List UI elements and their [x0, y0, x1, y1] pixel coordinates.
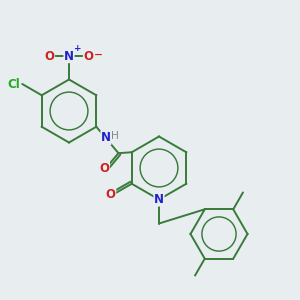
Text: O: O — [44, 50, 55, 63]
Text: −: − — [94, 50, 103, 60]
Text: O: O — [99, 162, 110, 175]
Text: +: + — [74, 44, 81, 53]
Text: N: N — [101, 131, 111, 144]
Text: N: N — [64, 50, 74, 63]
Text: O: O — [106, 188, 116, 202]
Text: O: O — [83, 50, 94, 63]
Text: Cl: Cl — [7, 77, 20, 91]
Text: H: H — [111, 131, 119, 141]
Text: N: N — [154, 193, 164, 206]
